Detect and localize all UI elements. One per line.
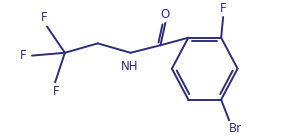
Text: O: O — [161, 8, 170, 21]
Text: F: F — [53, 85, 59, 98]
Text: F: F — [220, 2, 226, 15]
Text: NH: NH — [121, 60, 138, 73]
Text: F: F — [20, 49, 26, 62]
Text: F: F — [41, 11, 47, 24]
Text: Br: Br — [229, 122, 242, 135]
